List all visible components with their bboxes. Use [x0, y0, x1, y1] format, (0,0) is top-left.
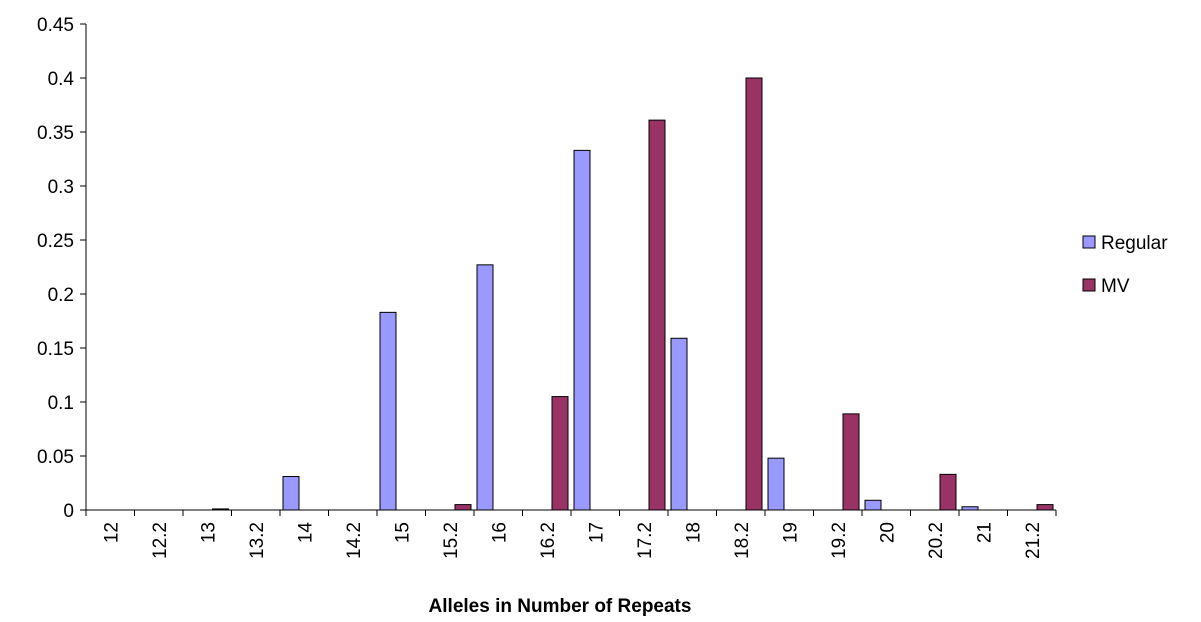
- y-tick-label: 0.1: [48, 393, 74, 414]
- bar-regular: [864, 499, 882, 511]
- x-tick-label: 20.2: [926, 522, 947, 559]
- y-tick-label: 0.3: [48, 177, 74, 198]
- legend-swatch-mv: [1082, 278, 1096, 292]
- bar-regular: [670, 337, 688, 511]
- bar-regular: [573, 149, 591, 511]
- x-tick-label: 17: [586, 522, 607, 543]
- x-tick-label: 17.2: [635, 522, 656, 559]
- x-tick-label: 19: [780, 522, 801, 543]
- x-tick-label: 16: [489, 522, 510, 543]
- x-tick-label: 13.2: [247, 522, 268, 559]
- bar-regular: [767, 457, 785, 511]
- x-tick-label: 12.2: [150, 522, 171, 559]
- bar-mv: [842, 413, 860, 511]
- bar-mv: [1036, 504, 1054, 511]
- x-tick-label: 14.2: [344, 522, 365, 559]
- x-tick-label: 18: [683, 522, 704, 543]
- x-axis-title: Alleles in Number of Repeats: [429, 596, 692, 617]
- bar-mv: [939, 473, 957, 511]
- x-tick-label: 20: [877, 522, 898, 543]
- legend-label-mv: MV: [1101, 276, 1130, 297]
- y-tick-label: 0: [63, 501, 74, 522]
- bar-regular: [379, 311, 397, 511]
- x-tick-label: 15.2: [441, 522, 462, 559]
- x-tick-label: 16.2: [538, 522, 559, 559]
- x-tick-label: 21.2: [1023, 522, 1044, 559]
- y-tick-label: 0.05: [37, 447, 74, 468]
- bar-mv: [745, 77, 763, 511]
- y-tick-label: 0.4: [48, 69, 75, 90]
- bar-mv: [212, 508, 229, 511]
- x-tick-label: 15: [392, 522, 413, 543]
- bars: [212, 77, 1054, 511]
- x-tick-label: 18.2: [732, 522, 753, 559]
- bar-mv: [551, 396, 569, 511]
- legend-swatch-regular: [1082, 235, 1096, 249]
- bar-regular: [282, 476, 300, 511]
- bar-regular: [961, 506, 979, 511]
- y-tick-label: 0.25: [37, 231, 74, 252]
- y-axis: 0 0.05 0.1 0.15 0.2 0.25 0.3 0.35 0.4 0.45: [37, 15, 87, 522]
- bar-mv: [454, 504, 472, 511]
- y-tick-label: 0.15: [37, 339, 74, 360]
- y-tick-label: 0.35: [37, 123, 74, 144]
- x-tick-label: 13: [198, 522, 219, 543]
- legend-label-regular: Regular: [1101, 233, 1168, 254]
- bar-regular: [476, 264, 494, 511]
- bar-mv: [648, 119, 666, 511]
- x-tick-label: 14: [295, 522, 316, 544]
- x-tick-label: 19.2: [829, 522, 850, 559]
- x-axis: 12 12.2 13 13.2 14 14.2 15 15.2 16 16.2 17 17.2 18 18…: [85, 509, 1057, 559]
- y-tick-label: 0.45: [37, 15, 74, 36]
- y-tick-label: 0.2: [48, 285, 74, 306]
- legend: Regular MV: [1082, 233, 1168, 297]
- x-tick-label: 12: [101, 522, 122, 543]
- x-tick-label: 21: [974, 522, 995, 543]
